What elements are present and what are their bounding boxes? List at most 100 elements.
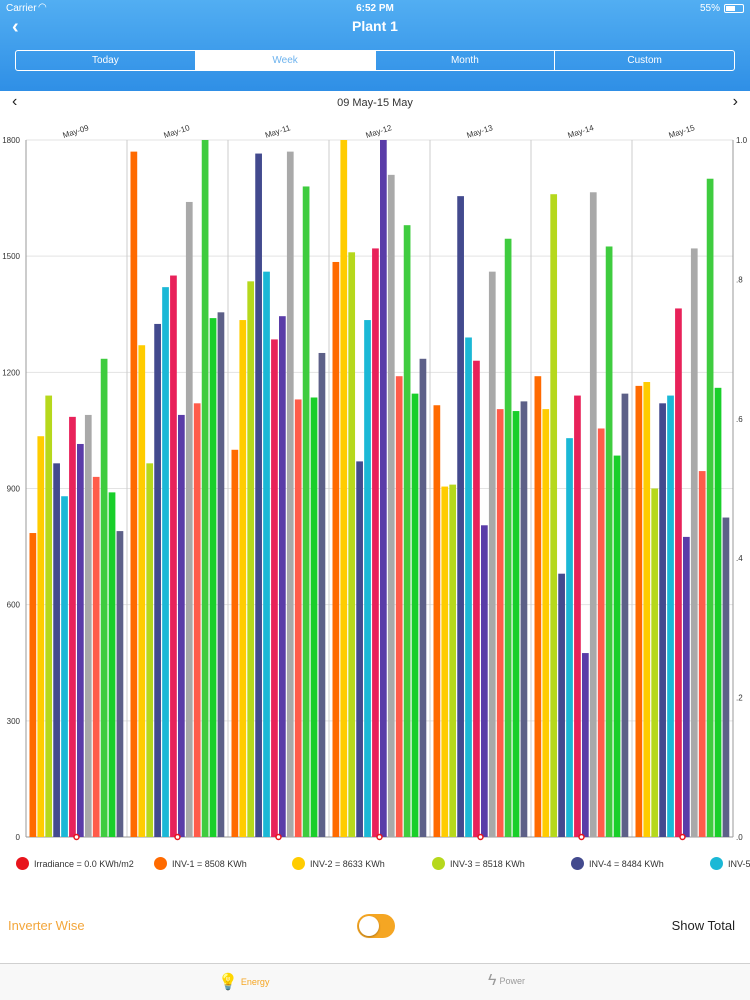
tab-energy-label: Energy bbox=[240, 977, 270, 987]
battery-percent: 55% bbox=[699, 3, 720, 14]
date-range-label: 09 May-15 May bbox=[337, 97, 413, 109]
next-range-button[interactable]: › bbox=[732, 93, 738, 110]
y2-tick-label: .6 bbox=[736, 415, 743, 424]
legend-item: INV-4 = 8484 KWh bbox=[571, 857, 664, 870]
bar bbox=[348, 252, 356, 838]
bar bbox=[372, 248, 379, 837]
bar bbox=[706, 178, 714, 837]
x-tick-label: May-11 bbox=[264, 123, 292, 140]
bar bbox=[574, 395, 581, 837]
y2-tick-label: .8 bbox=[736, 275, 743, 284]
legend-label: INV-5 bbox=[728, 858, 750, 869]
bar bbox=[558, 573, 565, 837]
tab-week[interactable]: Week bbox=[195, 51, 376, 70]
bar bbox=[340, 140, 348, 837]
bar bbox=[722, 517, 730, 837]
tab-power[interactable]: ϟ Power bbox=[488, 972, 525, 990]
y2-tick-label: 1.0 bbox=[736, 136, 748, 145]
y-tick-label: 300 bbox=[7, 717, 21, 726]
irradiance-point bbox=[73, 833, 80, 841]
bar bbox=[465, 337, 472, 837]
bar bbox=[683, 536, 690, 837]
bar bbox=[318, 352, 326, 837]
bar bbox=[395, 376, 403, 837]
bar bbox=[651, 488, 659, 837]
bar bbox=[146, 463, 154, 837]
legend-item: INV-2 = 8633 KWh bbox=[292, 857, 385, 870]
y-tick-label: 1500 bbox=[2, 252, 20, 261]
status-time: 6:52 PM bbox=[356, 3, 394, 14]
bar bbox=[635, 385, 643, 837]
bar bbox=[310, 397, 318, 837]
bar bbox=[433, 405, 441, 837]
bar bbox=[247, 281, 255, 837]
legend-label: INV-3 = 8518 KWh bbox=[450, 858, 525, 869]
tab-month[interactable]: Month bbox=[376, 51, 556, 70]
bar bbox=[231, 449, 239, 837]
legend-label: INV-4 = 8484 KWh bbox=[589, 858, 664, 869]
bar bbox=[589, 192, 597, 837]
bar bbox=[108, 492, 116, 837]
bar bbox=[263, 271, 270, 838]
wifi-icon: ◠ bbox=[38, 2, 47, 13]
bar bbox=[154, 323, 161, 837]
bar bbox=[481, 525, 488, 837]
legend-swatch bbox=[710, 857, 723, 870]
page-title: Plant 1 bbox=[352, 18, 398, 34]
bar bbox=[667, 395, 674, 837]
bar bbox=[364, 320, 371, 837]
irradiance-point bbox=[275, 833, 282, 841]
tab-custom[interactable]: Custom bbox=[627, 55, 662, 66]
y-tick-label: 1800 bbox=[2, 136, 20, 145]
tab-energy[interactable]: 💡 Energy bbox=[218, 972, 269, 992]
bar bbox=[419, 358, 427, 837]
bottom-tab-bar: 💡 Energy ϟ Power bbox=[0, 963, 750, 1000]
bar bbox=[613, 455, 621, 837]
bar bbox=[675, 308, 682, 837]
bar bbox=[566, 438, 573, 837]
tab-power-label: Power bbox=[499, 976, 525, 986]
show-total-toggle[interactable] bbox=[357, 914, 395, 938]
tab-today[interactable]: Today bbox=[16, 51, 196, 70]
bar bbox=[621, 393, 629, 837]
bar bbox=[387, 174, 395, 838]
irradiance-point bbox=[679, 833, 686, 841]
status-bar: Carrier ◠ 6:52 PM 55% bbox=[0, 2, 750, 16]
bar bbox=[201, 140, 209, 837]
irradiance-point bbox=[174, 833, 181, 841]
legend-swatch bbox=[16, 857, 29, 870]
bar bbox=[45, 395, 53, 837]
bar bbox=[92, 476, 100, 837]
bar bbox=[100, 358, 108, 837]
bar bbox=[138, 345, 146, 837]
bar bbox=[542, 409, 550, 837]
back-button[interactable]: ‹ bbox=[12, 16, 19, 38]
bar bbox=[698, 471, 706, 837]
bar bbox=[209, 318, 217, 838]
bar bbox=[403, 225, 411, 837]
legend-swatch bbox=[154, 857, 167, 870]
irradiance-point bbox=[477, 833, 484, 841]
nav-header: Carrier ◠ 6:52 PM 55% ‹ Plant 1 Today We… bbox=[0, 0, 750, 91]
bar bbox=[61, 496, 68, 837]
legend-label: INV-1 = 8508 KWh bbox=[172, 858, 247, 869]
bar bbox=[520, 401, 528, 837]
bar bbox=[690, 248, 698, 837]
bar bbox=[356, 461, 363, 837]
prev-range-button[interactable]: ‹ bbox=[12, 93, 18, 110]
bar bbox=[170, 275, 177, 837]
bar bbox=[582, 653, 589, 837]
y2-tick-label: .2 bbox=[736, 694, 743, 703]
bar bbox=[116, 531, 124, 837]
y-tick-label: 900 bbox=[7, 485, 21, 494]
bar bbox=[178, 414, 185, 837]
bar bbox=[411, 393, 419, 837]
bar bbox=[457, 196, 464, 837]
bar bbox=[496, 409, 504, 837]
bar bbox=[441, 486, 449, 837]
bar bbox=[130, 151, 138, 837]
bar bbox=[332, 261, 340, 838]
legend-item: INV-1 = 8508 KWh bbox=[154, 857, 247, 870]
legend-label: INV-2 = 8633 KWh bbox=[310, 858, 385, 869]
y-tick-label: 600 bbox=[7, 601, 21, 610]
